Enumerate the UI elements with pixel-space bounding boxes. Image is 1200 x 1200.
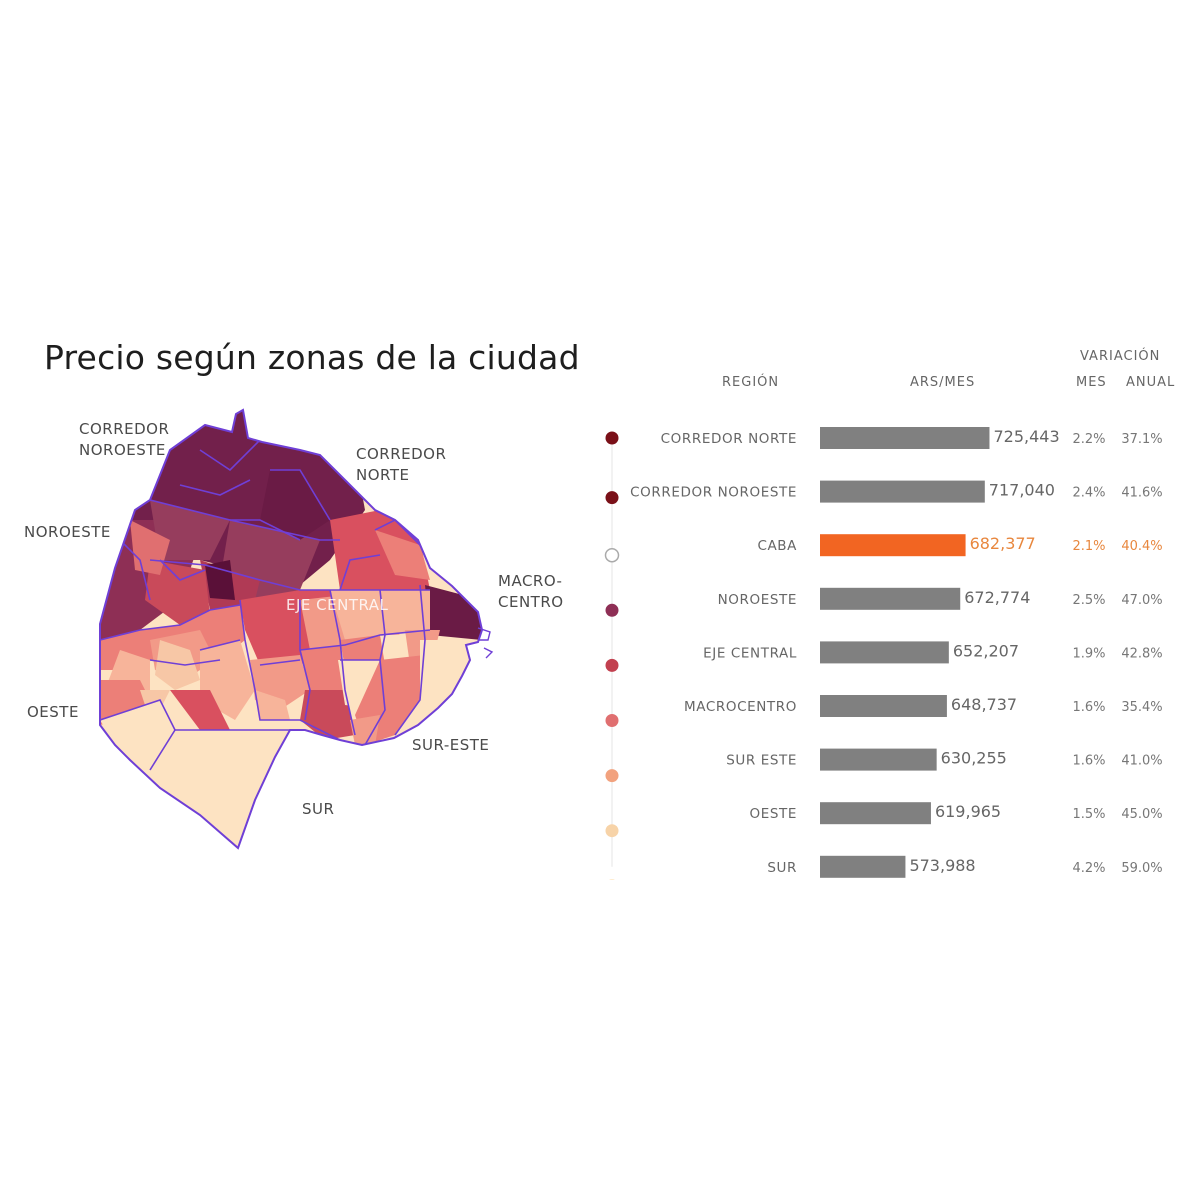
region-label-5: MACROCENTRO	[684, 699, 797, 715]
page-title: Precio según zonas de la ciudad	[44, 338, 580, 377]
header-variacion: VARIACIÓN	[1080, 349, 1161, 364]
variacion-mes-2: 2.1%	[1072, 539, 1105, 554]
bar-value-label-4: 652,207	[953, 641, 1019, 660]
bar-3	[820, 587, 961, 610]
region-label-4: EJE CENTRAL	[703, 645, 797, 661]
bar-value-label-3: 672,774	[964, 588, 1030, 607]
region-dot-6	[605, 769, 619, 783]
region-label-0: CORREDOR NORTE	[661, 431, 797, 447]
variacion-mes-6: 1.6%	[1072, 754, 1105, 769]
bar-0	[820, 427, 990, 449]
variacion-mes-3: 2.5%	[1072, 593, 1105, 608]
bar-1	[820, 480, 985, 503]
city-zone-map	[99, 408, 494, 850]
variacion-anual-3: 47.0%	[1121, 593, 1162, 608]
label-macrocentro: MACRO- CENTRO	[498, 572, 564, 611]
bar-4	[820, 641, 949, 664]
region-label-1: CORREDOR NOROESTE	[630, 485, 797, 501]
label-eje-central: EJE CENTRAL	[286, 596, 389, 614]
header-anual: ANUAL	[1126, 375, 1176, 390]
bar-6	[820, 748, 937, 771]
region-label-3: NOROESTE	[718, 592, 797, 608]
variacion-anual-2: 40.4%	[1121, 539, 1162, 554]
variacion-mes-4: 1.9%	[1072, 646, 1105, 661]
variacion-anual-5: 35.4%	[1121, 700, 1162, 715]
region-label-8: SUR	[767, 860, 797, 876]
region-label-7: OESTE	[749, 806, 797, 822]
variacion-anual-8: 59.0%	[1121, 861, 1162, 876]
label-noroeste: NOROESTE	[24, 523, 111, 541]
variacion-mes-1: 2.4%	[1072, 486, 1105, 501]
region-dot-8	[609, 879, 615, 880]
price-bar-chart: CORREDOR NORTE 725,443 2.2% 37.1% CORREDOR N…	[604, 427, 1163, 880]
variacion-anual-0: 37.1%	[1121, 432, 1162, 447]
region-dot-4	[605, 658, 619, 672]
header-ars-mes: ARS/MES	[910, 375, 976, 390]
bar-value-label-0: 725,443	[993, 427, 1059, 446]
variacion-mes-8: 4.2%	[1072, 861, 1105, 876]
label-oeste: OESTE	[27, 703, 79, 721]
bar-value-label-2: 682,377	[970, 534, 1036, 553]
header-mes: MES	[1076, 375, 1107, 390]
region-dot-0	[605, 431, 619, 445]
label-sur: SUR	[302, 800, 335, 818]
bar-2	[820, 534, 966, 557]
bar-value-label-8: 573,988	[909, 856, 975, 875]
label-corredor-noroeste: CORREDOR NOROESTE	[79, 420, 170, 459]
variacion-mes-0: 2.2%	[1072, 432, 1105, 447]
region-dot-7	[605, 824, 619, 838]
bar-value-label-5: 648,737	[951, 695, 1017, 714]
header-region: REGIÓN	[722, 375, 780, 390]
region-dot-2	[604, 547, 620, 563]
bar-8	[820, 855, 906, 878]
bar-value-label-7: 619,965	[935, 802, 1001, 821]
variacion-anual-7: 45.0%	[1121, 807, 1162, 822]
bar-5	[820, 695, 947, 717]
variacion-anual-6: 41.0%	[1121, 754, 1162, 769]
variacion-anual-1: 41.6%	[1121, 486, 1162, 501]
region-label-2: CABA	[757, 538, 797, 554]
region-label-6: SUR ESTE	[726, 753, 797, 769]
variacion-mes-5: 1.6%	[1072, 700, 1105, 715]
region-dot-3	[605, 603, 619, 617]
region-dot-5	[605, 714, 619, 727]
bar-7	[820, 802, 931, 825]
variacion-mes-7: 1.5%	[1072, 807, 1105, 822]
bar-value-label-6: 630,255	[941, 749, 1007, 768]
variacion-anual-4: 42.8%	[1121, 646, 1162, 661]
region-dot-1	[605, 491, 619, 505]
label-corredor-norte: CORREDOR NORTE	[356, 445, 447, 484]
bar-value-label-1: 717,040	[989, 481, 1055, 500]
label-sur-este: SUR-ESTE	[412, 736, 490, 754]
